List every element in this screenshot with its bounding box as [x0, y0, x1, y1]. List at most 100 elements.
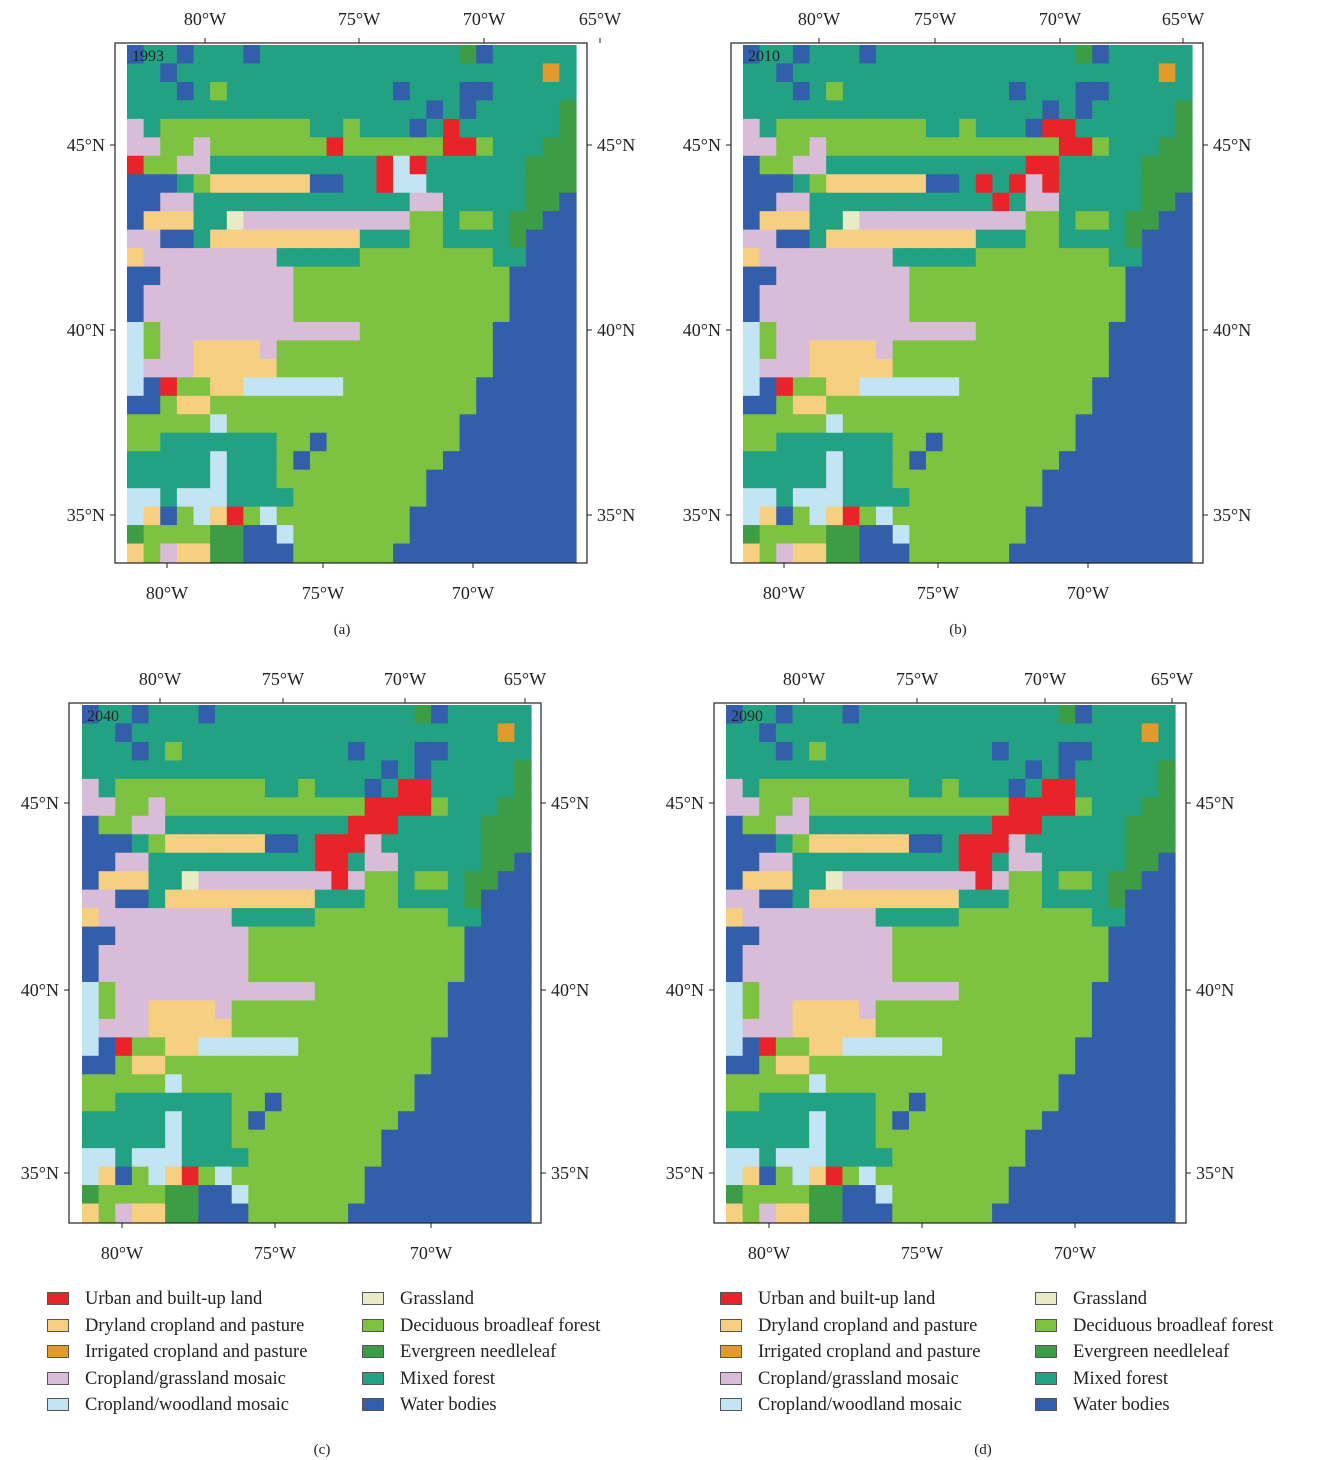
grid-cell-deciduous: [1009, 414, 1027, 434]
grid-cell-mixed: [1092, 63, 1110, 83]
grid-cell-deciduous: [908, 1055, 927, 1075]
grid-cell-mosaic-grass: [260, 285, 278, 305]
grid-cell-water: [409, 118, 427, 138]
grid-cell-mosaic-grass: [82, 889, 100, 909]
grid-cell-dryland: [176, 211, 195, 231]
grid-cell-deciduous: [825, 797, 844, 817]
grid-cell-mosaic-grass: [98, 889, 116, 909]
grid-cell-mosaic-grass: [131, 815, 150, 835]
grid-cell-evergreen: [165, 1203, 183, 1223]
grid-cell-water: [431, 1037, 449, 1057]
grid-cell-mosaic-grass: [193, 137, 211, 157]
grid-cell-dryland: [98, 1166, 116, 1186]
grid-cell-mixed: [343, 174, 361, 194]
grid-cell-mixed: [447, 889, 466, 909]
grid-cell-deciduous: [1042, 432, 1060, 452]
grid-cell-mixed: [942, 81, 960, 101]
grid-cell-water: [942, 174, 960, 194]
grid-cell-evergreen: [181, 1185, 200, 1205]
grid-cell-dryland: [276, 174, 294, 194]
grid-cell-mixed: [343, 155, 361, 175]
grid-cell-deciduous: [1041, 1055, 1060, 1075]
grid-cell-mixed: [1158, 723, 1176, 743]
grid-cell-deciduous: [942, 926, 960, 946]
grid-cell-mosaic-grass: [326, 211, 344, 231]
legend-swatch: [47, 1398, 69, 1411]
grid-cell-mixed: [326, 63, 344, 83]
grid-cell-deciduous: [165, 1055, 183, 1075]
grid-cell-mosaic-grass: [160, 340, 178, 360]
grid-cell-water: [542, 432, 560, 452]
grid-cell-mosaic-grass: [176, 303, 195, 323]
legend-swatch: [1035, 1292, 1057, 1305]
grid-cell-deciduous: [842, 118, 861, 138]
grid-cell-mixed: [1075, 723, 1093, 743]
grid-cell-deciduous: [726, 1092, 744, 1112]
grid-cell-mixed: [942, 155, 960, 175]
grid-cell-deciduous: [959, 118, 977, 138]
grid-cell-dryland: [193, 340, 211, 360]
grid-cell-mosaic-grass: [193, 155, 211, 175]
grid-cell-mixed: [281, 723, 299, 743]
grid-cell-water: [925, 834, 943, 854]
grid-cell-mosaic-grass: [176, 340, 195, 360]
grid-cell-deciduous: [314, 945, 333, 965]
grid-cell-water: [514, 871, 532, 891]
grid-cell-urban: [1041, 778, 1060, 798]
grid-cell-mosaic-grass: [726, 778, 744, 798]
grid-cell-water: [447, 1148, 466, 1168]
grid-cell-mosaic-wood: [326, 377, 344, 397]
grid-cell-mixed: [1158, 741, 1176, 761]
grid-cell-mixed: [1009, 63, 1027, 83]
grid-cell-water: [542, 414, 560, 434]
grid-cell-mosaic-grass: [775, 963, 794, 983]
grid-cell-mixed: [82, 1129, 100, 1149]
grid-cell-dryland: [859, 889, 877, 909]
grid-cell-evergreen: [825, 1203, 844, 1223]
grid-cell-mixed: [1158, 45, 1176, 65]
grid-cell-mosaic-grass: [759, 303, 777, 323]
grid-cell-water: [1075, 506, 1093, 526]
grid-cell-water: [1142, 377, 1160, 397]
grid-cell-water: [1175, 377, 1193, 397]
grid-cell-mosaic-grass: [165, 981, 183, 1002]
grid-cell-urban: [459, 137, 477, 157]
grid-cell-water: [381, 1203, 399, 1223]
grid-cell-deciduous: [942, 285, 960, 305]
grid-cell-water: [514, 1037, 532, 1057]
grid-cell-deciduous: [959, 358, 977, 378]
grid-cell-water: [514, 1074, 532, 1094]
grid-cell-mixed: [958, 741, 977, 761]
grid-cell-water: [1142, 303, 1160, 323]
grid-cell-water: [481, 981, 499, 1002]
grid-cell-mosaic-grass: [726, 889, 744, 909]
grid-cell-mosaic-wood: [743, 506, 761, 526]
grid-cell-deciduous: [892, 118, 910, 138]
grid-cell-evergreen: [542, 174, 560, 194]
grid-cell-evergreen: [1158, 778, 1176, 798]
grid-cell-deciduous: [459, 285, 477, 305]
map-frame: [114, 42, 588, 564]
grid-cell-mixed: [376, 100, 394, 120]
grid-cell-mixed: [1091, 705, 1110, 725]
grid-cell-mixed: [492, 118, 511, 138]
grid-cell-deciduous: [809, 797, 827, 817]
grid-cell-water: [1158, 303, 1176, 323]
grid-cell-dryland: [165, 1018, 183, 1038]
grid-cell-water: [1025, 525, 1043, 545]
grid-cell-mosaic-grass: [160, 285, 178, 305]
grid-cell-mosaic-grass: [825, 908, 844, 928]
right-lat-tick-label: 45°N: [1196, 793, 1234, 813]
grid-cell-water: [481, 1092, 499, 1112]
grid-cell-mosaic-grass: [892, 981, 910, 1002]
grid-cell-deciduous: [1025, 414, 1043, 434]
grid-cell-urban: [1009, 174, 1027, 194]
grid-cell-mixed: [127, 451, 145, 471]
grid-cell-deciduous: [281, 1129, 299, 1149]
grid-cell-mixed: [842, 1129, 860, 1149]
grid-cell-water: [1075, 1092, 1093, 1112]
grid-cell-water: [497, 945, 515, 965]
top-lon-tick-label: 65°W: [1162, 9, 1204, 29]
grid-cell-mixed: [243, 100, 261, 120]
grid-cell-mixed: [975, 815, 993, 835]
